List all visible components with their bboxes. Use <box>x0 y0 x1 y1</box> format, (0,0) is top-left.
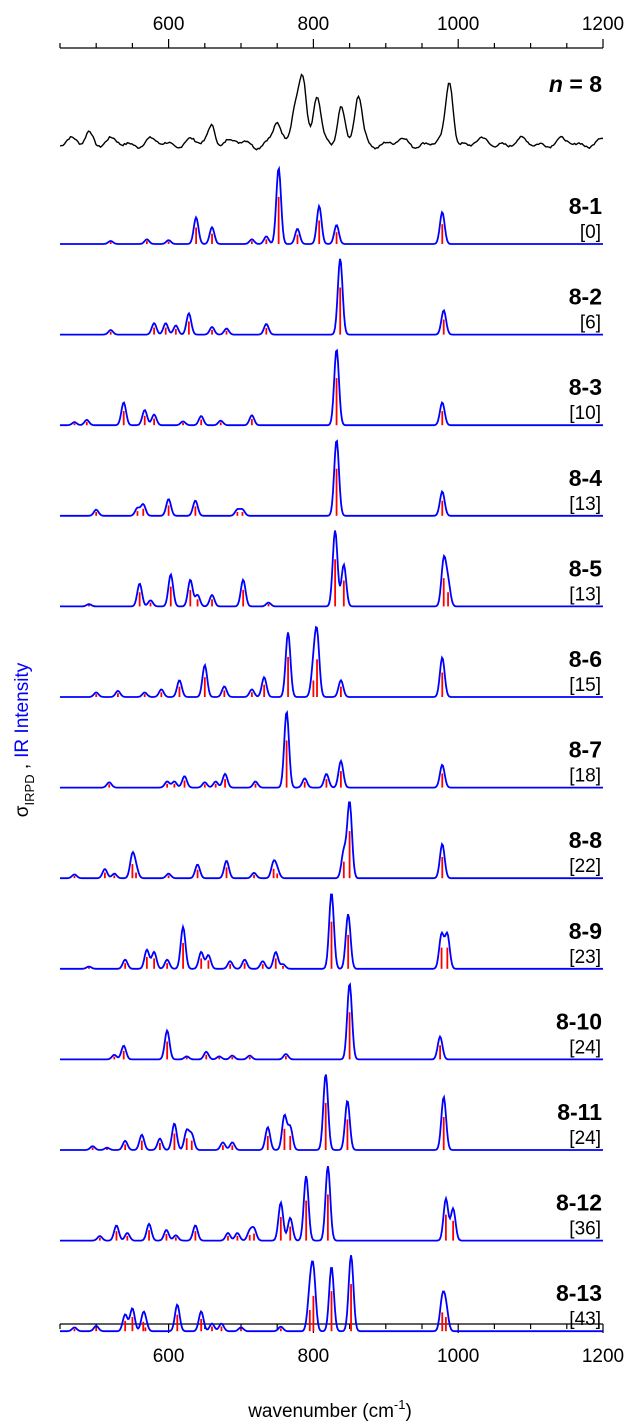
computed-spectrum-8-9 <box>60 893 603 970</box>
computed-spectrum-8-3 <box>60 348 603 427</box>
isomer-label: 8-5 <box>569 555 602 581</box>
envelope-curve <box>60 258 603 336</box>
spectra-traces <box>59 73 604 1333</box>
isomer-energy: [15] <box>569 675 601 696</box>
computed-spectrum-8-6 <box>60 625 603 698</box>
experimental-trace <box>59 73 604 151</box>
isomer-label: 8-7 <box>569 737 602 763</box>
computed-spectrum-8-1 <box>60 165 603 245</box>
experimental-label: n = 8 <box>549 71 602 97</box>
y-axis-ir-intensity: IR Intensity <box>12 662 33 758</box>
isomer-energy: [24] <box>569 1037 601 1058</box>
svg-text:σIRPD ,IR Intensity: σIRPD ,IR Intensity <box>12 662 37 817</box>
top-axis: 600 800 1000 1200 <box>59 14 624 49</box>
isomer-label: 8-1 <box>569 193 602 219</box>
computed-spectrum-8-10 <box>60 982 603 1061</box>
isomer-energy: [43] <box>569 1309 601 1330</box>
envelope-curve <box>60 1255 603 1333</box>
isomer-label: 8-9 <box>569 918 602 944</box>
envelope-curve <box>60 801 603 880</box>
isomer-energy: [24] <box>569 1128 601 1149</box>
envelope-curve <box>60 1166 603 1242</box>
isomer-label: 8-11 <box>557 1099 602 1125</box>
isomer-energy: [36] <box>569 1219 601 1240</box>
isomer-energy: [6] <box>580 313 601 334</box>
computed-spectrum-8-11 <box>60 1074 603 1151</box>
envelope-curve <box>60 709 603 789</box>
tick-label: 600 <box>153 1346 185 1367</box>
tick-label: 800 <box>298 1346 330 1367</box>
isomer-label: 8-12 <box>556 1190 602 1216</box>
isomer-energy: [10] <box>569 403 601 424</box>
tick-label: 800 <box>298 14 330 35</box>
envelope-curve <box>60 1074 603 1151</box>
envelope-curve <box>60 893 603 970</box>
tick-label: 1200 <box>582 1346 624 1367</box>
isomer-label: 8-13 <box>556 1280 602 1306</box>
tick-label: 600 <box>153 14 185 35</box>
y-axis-title: σIRPD ,IR Intensity <box>12 662 37 817</box>
isomer-energy: [0] <box>580 222 601 243</box>
envelope-curve <box>60 625 603 698</box>
computed-spectrum-8-2 <box>60 258 603 336</box>
tick-label: 1200 <box>582 14 624 35</box>
computed-spectrum-8-12 <box>60 1166 603 1242</box>
isomer-energy: [23] <box>569 947 601 968</box>
isomer-energy: [18] <box>569 766 601 787</box>
isomer-label: 8-4 <box>569 465 602 491</box>
envelope-curve <box>60 348 603 427</box>
computed-spectrum-8-13 <box>60 1255 603 1333</box>
isomer-label: 8-6 <box>569 646 602 672</box>
isomer-energy: [22] <box>569 856 601 877</box>
envelope-curve <box>60 982 603 1061</box>
isomer-label: 8-3 <box>569 374 602 400</box>
isomer-label: 8-10 <box>556 1008 602 1034</box>
isomer-label: 8-8 <box>569 827 602 853</box>
computed-spectrum-8-5 <box>60 530 603 608</box>
trace-labels: n = 8 8-1 [0] 8-2 [6] 8-3 [10] 8-4 [13] 8-5 [13] 8-… <box>549 71 602 1330</box>
tick-label: 1000 <box>437 14 479 35</box>
envelope-curve <box>60 439 603 517</box>
envelope-curve <box>60 165 603 245</box>
computed-spectrum-8-7 <box>60 709 603 789</box>
envelope-curve <box>60 530 603 608</box>
computed-spectrum-8-8 <box>60 801 603 880</box>
isomer-label: 8-2 <box>569 284 602 310</box>
x-axis-title: wavenumber (cm-1) <box>247 1397 412 1422</box>
tick-label: 1000 <box>437 1346 479 1367</box>
computed-spectrum-8-4 <box>60 439 603 517</box>
isomer-energy: [13] <box>569 494 601 515</box>
y-axis-sigma: σ <box>12 805 33 817</box>
isomer-energy: [13] <box>569 584 601 605</box>
